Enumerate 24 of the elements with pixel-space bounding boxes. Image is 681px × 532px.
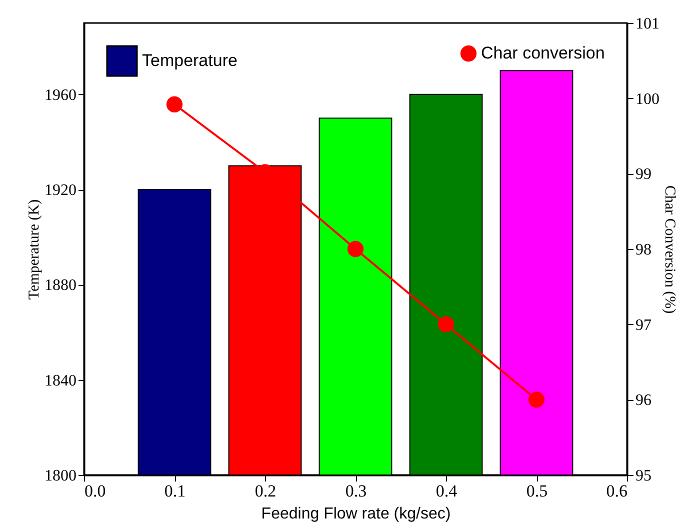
y-tick-label: 1920 [44, 182, 76, 200]
x-tick-label: 0.1 [164, 482, 186, 500]
x-axis-title: Feeding Flow rate (kg/sec) [261, 506, 451, 522]
y2-tick-label: 100 [636, 90, 660, 108]
x-tick-label: 0.6 [606, 482, 628, 500]
y-tick-label: 1840 [44, 372, 76, 390]
y-tick-label: 1800 [44, 468, 76, 484]
legend-label: Char conversion [481, 44, 605, 62]
legend-label: Temperature [142, 51, 238, 70]
x-tick-label: 0.3 [345, 482, 367, 500]
y2-tick-label: 96 [636, 392, 652, 410]
x-tick-label: 0.4 [436, 482, 458, 500]
y2-tick-label: 97 [636, 316, 652, 334]
y-tick-label: 1880 [44, 277, 76, 294]
y2-tick-label: 98 [636, 242, 652, 258]
y2-tick-label: 101 [636, 16, 660, 32]
y-tick-label: 1960 [44, 86, 76, 104]
x-tick-label: 0.2 [254, 482, 276, 500]
x-tick-label: 0.5 [526, 482, 548, 500]
y2-tick-label: 99 [636, 166, 652, 184]
y-axis-title: Temperature (K) [26, 199, 42, 300]
x-tick-label: 0.0 [84, 482, 106, 500]
y2-tick-label: 95 [636, 468, 652, 484]
y2-axis-title: Char Conversion (%) [662, 185, 678, 314]
